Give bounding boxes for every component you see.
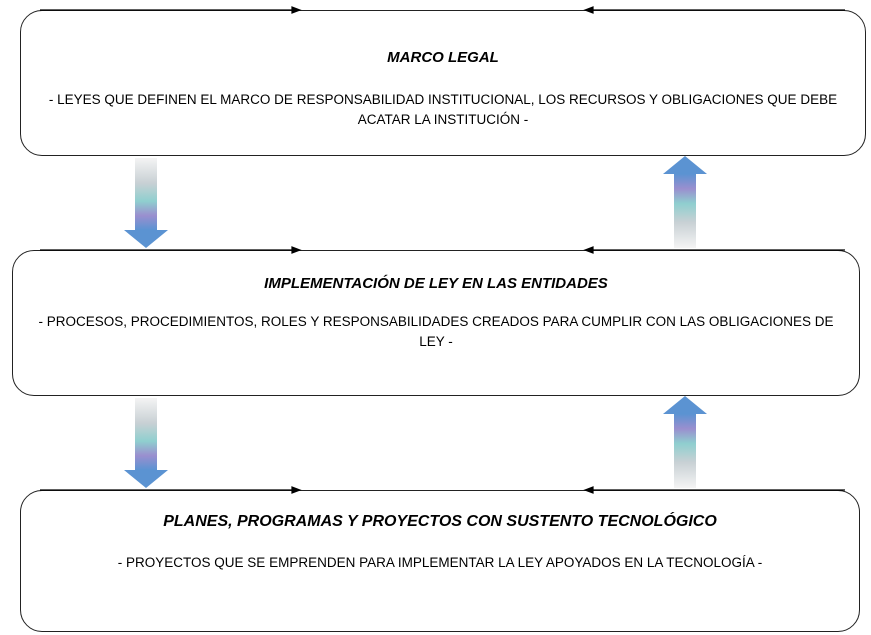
box-text: - PROYECTOS QUE SE EMPRENDEN PARA IMPLEM… bbox=[117, 555, 763, 570]
down-arrow bbox=[124, 398, 168, 488]
down-arrow bbox=[124, 158, 168, 248]
box: MARCO LEGAL - LEYES QUE DEFINEN EL MARCO… bbox=[20, 10, 866, 156]
box-title: IMPLEMENTACIÓN DE LEY EN LAS ENTIDADES bbox=[264, 275, 608, 292]
box-title: PLANES, PROGRAMAS Y PROYECTOS CON SUSTEN… bbox=[163, 513, 717, 530]
edge-arrows bbox=[40, 6, 845, 494]
box-title: MARCO LEGAL bbox=[387, 49, 499, 66]
up-arrow bbox=[663, 396, 707, 488]
up-arrow bbox=[663, 156, 707, 248]
box: IMPLEMENTACIÓN DE LEY EN LAS ENTIDADES -… bbox=[12, 250, 860, 396]
box-text: - PROCESOS, PROCEDIMIENTOS, ROLES Y RESP… bbox=[38, 314, 834, 349]
box-text: - LEYES QUE DEFINEN EL MARCO DE RESPONSA… bbox=[48, 92, 838, 127]
box: PLANES, PROGRAMAS Y PROYECTOS CON SUSTEN… bbox=[20, 490, 860, 632]
